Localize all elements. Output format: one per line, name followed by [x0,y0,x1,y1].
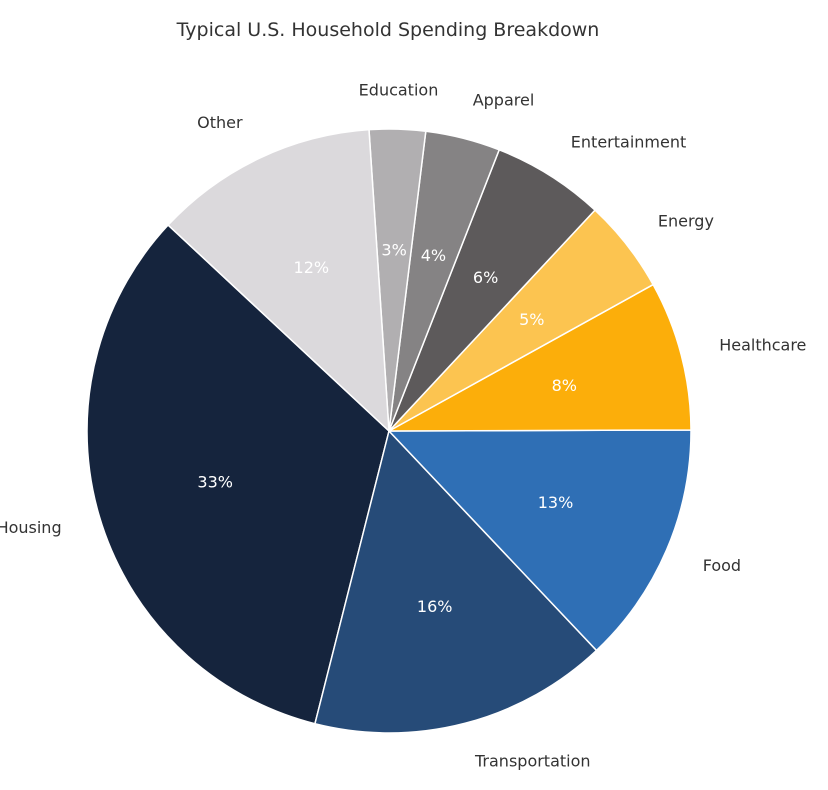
category-label-housing: Housing [0,518,62,537]
value-label-housing: 33% [197,473,233,492]
pie-slice-transportation [314,430,598,734]
value-label-entertainment: 6% [473,268,498,287]
category-label-transportation: Transportation [474,752,591,771]
pie-slice-other [167,128,390,432]
chart-title: Typical U.S. Household Spending Breakdow… [176,19,600,41]
category-label-food: Food [703,556,741,575]
pie-slice-healthcare [388,283,692,432]
pie-slice-food [388,429,692,652]
pie-slices [86,128,692,734]
value-label-apparel: 4% [421,246,446,265]
category-label-healthcare: Healthcare [719,336,806,355]
value-label-education: 3% [381,240,406,259]
value-label-food: 13% [538,493,574,512]
category-label-energy: Energy [658,211,714,230]
value-label-transportation: 16% [417,597,453,616]
category-label-apparel: Apparel [473,91,535,110]
percentage-labels: 33% 16% 13% 8% 5% 6% 4% 3% 12% [197,240,577,615]
value-label-other: 12% [294,258,330,277]
category-label-education: Education [359,80,439,99]
value-label-healthcare: 8% [552,376,577,395]
category-label-entertainment: Entertainment [571,133,686,152]
pie-slice-housing [86,224,390,725]
category-labels: Housing Transportation Food Healthcare Energ… [0,80,806,770]
value-label-energy: 5% [519,310,544,329]
category-label-other: Other [197,113,243,132]
